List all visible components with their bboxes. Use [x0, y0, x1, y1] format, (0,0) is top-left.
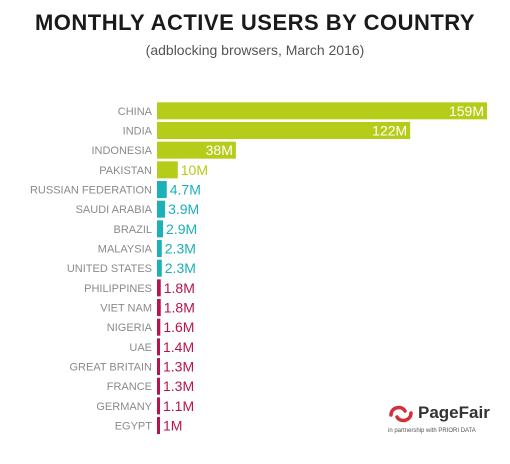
bar [157, 259, 162, 277]
category-label: INDONESIA [91, 145, 152, 157]
category-label: RUSSIAN FEDERATION [30, 185, 152, 197]
category-label: EGYPT [115, 421, 153, 433]
bar [157, 220, 164, 238]
category-label: PHILIPPINES [84, 283, 152, 295]
category-label: VIET NAM [100, 303, 152, 315]
category-label: PAKISTAN [99, 165, 152, 177]
bar [157, 102, 487, 120]
value-label: 2.9M [166, 221, 197, 237]
category-label: GERMANY [96, 401, 152, 413]
value-label: 1.8M [164, 300, 195, 316]
bar [157, 161, 178, 179]
category-label: UAE [129, 342, 152, 354]
category-label: INDIA [123, 126, 153, 138]
value-label: 1.4M [163, 339, 194, 355]
bar [157, 122, 411, 140]
category-label: SAUDI ARABIA [76, 204, 153, 216]
bar [157, 279, 161, 297]
category-label: UNITED STATES [67, 263, 152, 275]
category-label: GREAT BRITAIN [69, 362, 152, 374]
value-label: 122M [372, 123, 407, 139]
logo-wordmark: PageFair [418, 403, 490, 422]
value-label: 2.3M [165, 260, 196, 276]
chart-title: MONTHLY ACTIVE USERS BY COUNTRY [34, 10, 476, 35]
value-label: 1.6M [163, 319, 194, 335]
value-label: 2.3M [165, 241, 196, 257]
value-label: 1M [163, 418, 182, 434]
bar [157, 181, 167, 199]
bar [157, 417, 160, 435]
value-label: 38M [206, 142, 233, 158]
bar [157, 318, 161, 336]
value-label: 4.7M [170, 182, 201, 198]
value-label: 1.3M [163, 359, 194, 375]
pagefair-logo: PageFair in partnership with PRIORI DATA [388, 403, 508, 443]
category-label: MALAYSIA [98, 244, 153, 256]
bar [157, 240, 162, 258]
bar [157, 377, 160, 395]
value-label: 10M [181, 162, 208, 178]
chart-subtitle: (adblocking browsers, March 2016) [145, 42, 365, 58]
value-label: 159M [449, 103, 484, 119]
bar [157, 299, 161, 317]
bar [157, 141, 236, 159]
bar [157, 358, 160, 376]
value-label: 3.9M [168, 201, 199, 217]
category-label: NIGERIA [107, 322, 153, 334]
logo-tagline: in partnership with PRIORI DATA [388, 428, 476, 434]
value-label: 1.8M [164, 280, 195, 296]
bar [157, 397, 160, 415]
category-label: CHINA [118, 106, 153, 118]
bar [157, 200, 166, 218]
value-label: 1.3M [163, 378, 194, 394]
category-label: BRAZIL [113, 224, 152, 236]
pagefair-logo-icon [389, 405, 413, 423]
value-label: 1.1M [163, 398, 194, 414]
category-label: FRANCE [107, 381, 152, 393]
bar [157, 338, 160, 356]
